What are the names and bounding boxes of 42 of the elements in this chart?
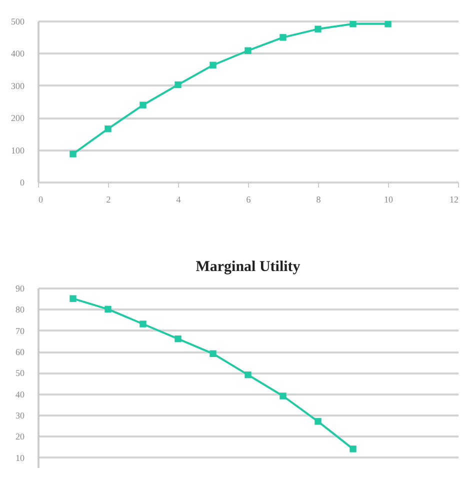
y-tick-label: 300 (11, 80, 25, 91)
point (280, 34, 286, 41)
x-tick-label: 6 (246, 194, 252, 204)
x-tick-label: 10 (384, 194, 394, 204)
y-tick-label: 90 (16, 284, 25, 294)
point (244, 47, 252, 54)
x-tick-label: 12 (450, 194, 458, 204)
point (314, 418, 322, 425)
y-tick-label: 70 (16, 326, 25, 336)
y-tick-label: 10 (16, 452, 25, 463)
y-tick-label: 400 (11, 48, 25, 59)
point (384, 21, 392, 28)
point (70, 295, 76, 302)
point (140, 320, 146, 328)
point (70, 150, 76, 158)
point (174, 335, 182, 342)
y-tick-label: 30 (16, 410, 25, 421)
point (210, 62, 216, 68)
point (104, 126, 112, 132)
y-tick-label: 40 (16, 389, 25, 400)
x-tick-label: 8 (316, 194, 322, 204)
y-tick-label: 200 (11, 113, 25, 124)
point (174, 81, 182, 88)
point (244, 371, 252, 378)
x-tick-label: 0 (38, 194, 44, 204)
y-tick-label: 80 (16, 304, 25, 315)
y-tick-label: 50 (16, 368, 25, 378)
point (280, 392, 286, 400)
y-tick-label: 100 (11, 145, 25, 156)
point (314, 26, 322, 32)
point (104, 306, 112, 313)
x-tick-label: 2 (106, 194, 111, 204)
point (350, 21, 356, 28)
x-tick-label: 4 (176, 194, 182, 204)
y-tick-label: 20 (16, 432, 25, 442)
point (210, 350, 216, 357)
point (350, 446, 356, 452)
chart-title: Marginal Utility (196, 259, 301, 275)
y-tick-label: 60 (16, 347, 25, 358)
point (140, 102, 146, 108)
y-tick-label: 0 (20, 178, 25, 188)
y-tick-label: 500 (11, 16, 25, 26)
